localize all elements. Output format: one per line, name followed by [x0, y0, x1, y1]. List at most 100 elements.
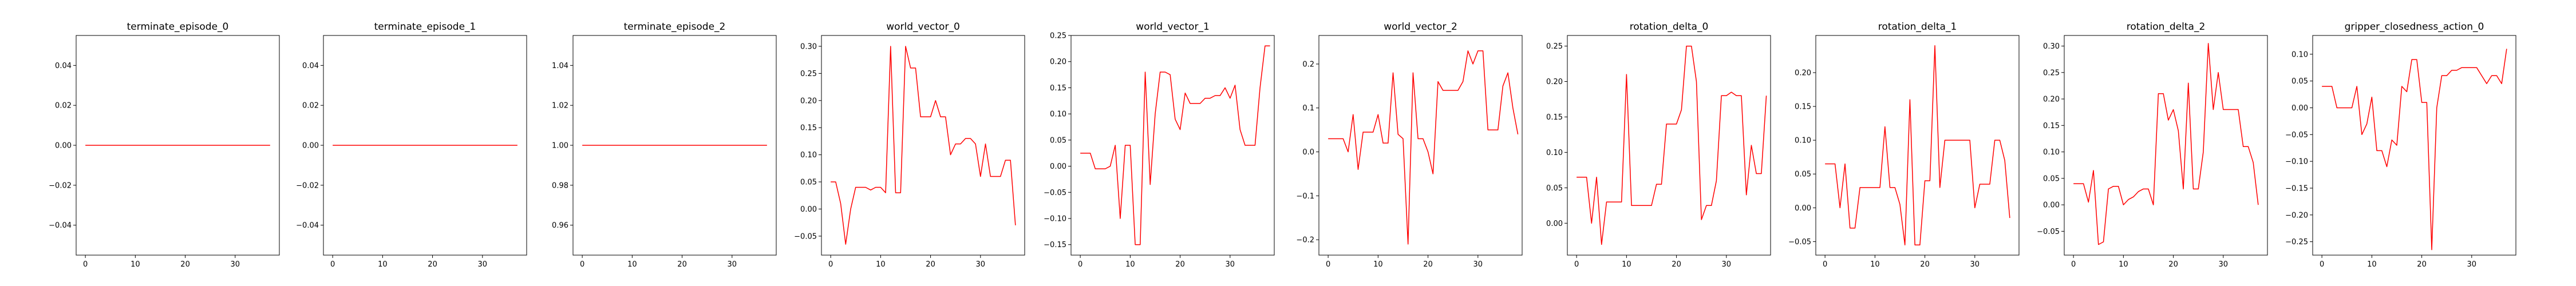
series-line [2322, 49, 2507, 251]
series-line [1328, 50, 1519, 245]
y-tick-label: −0.04 [49, 221, 72, 230]
y-tick-label: 0.00 [302, 142, 319, 150]
y-tick-label: 0.20 [1795, 69, 1811, 77]
y-tick-label: 0.05 [1050, 136, 1066, 145]
x-tick-label: 30 [1226, 260, 1235, 269]
y-tick-label: 0.30 [2043, 42, 2060, 51]
x-tick-label: 0 [1574, 260, 1579, 269]
y-tick-label: 0.10 [800, 151, 817, 160]
plot-title: rotation_delta_1 [1878, 21, 1957, 33]
x-tick-label: 0 [828, 260, 833, 269]
y-tick-label: 1.00 [552, 142, 568, 150]
subplot: rotation_delta_1 0 10 20 30 −0.05 0.00 0.05 0.10… [1788, 21, 2020, 269]
x-tick-label: 20 [1175, 260, 1185, 269]
y-tick-label: 0.1 [1302, 104, 1314, 113]
y-tick-label: 0.04 [55, 62, 72, 70]
plot-title: gripper_closedness_action_0 [2345, 21, 2484, 33]
plot-title: world_vector_0 [886, 21, 960, 33]
subplot: world_vector_1 0 10 20 30 −0.15 −0.10 −0.05 0.00… [1044, 21, 1275, 269]
subplot: gripper_closedness_action_0 0 10 20 30 −0.25 −… [2285, 21, 2516, 269]
subplot: terminate_episode_0 0 10 20 30 −0.04 −0.02 0.00… [49, 21, 280, 269]
plot-title: world_vector_1 [1136, 21, 1210, 33]
y-tick-label: −0.1 [1296, 192, 1314, 201]
x-tick-label: 10 [2367, 260, 2377, 269]
x-tick-label: 20 [677, 260, 687, 269]
y-tick-label: 0.25 [800, 70, 817, 78]
subplot: world_vector_2 0 10 20 30 −0.2 −0.1 0.0 0.1 0.2 [1296, 21, 1523, 269]
x-tick-label: 0 [1326, 260, 1330, 269]
x-tick-label: 10 [627, 260, 637, 269]
y-tick-label: 0.05 [2043, 174, 2060, 183]
y-tick-label: 0.25 [2043, 69, 2060, 77]
y-tick-label: −0.25 [2285, 238, 2308, 247]
y-tick-label: 0.00 [1050, 162, 1066, 171]
x-tick-label: 30 [2219, 260, 2229, 269]
y-tick-label: −0.02 [49, 181, 72, 190]
x-tick-label: 10 [1125, 260, 1135, 269]
x-tick-label: 20 [428, 260, 437, 269]
y-tick-label: 0.10 [1795, 137, 1811, 145]
x-tick-label: 10 [1622, 260, 1631, 269]
subplot: rotation_delta_2 0 10 20 30 −0.05 0.00 0.05 0.10… [2037, 21, 2268, 269]
x-tick-label: 0 [2071, 260, 2076, 269]
y-tick-label: 0.05 [800, 178, 817, 187]
y-tick-label: −0.10 [1044, 215, 1066, 224]
y-tick-label: 0.02 [55, 102, 72, 110]
x-tick-label: 0 [580, 260, 584, 269]
y-tick-label: −0.20 [2285, 211, 2308, 220]
y-tick-label: 0.10 [1546, 149, 1563, 157]
x-tick-label: 30 [728, 260, 737, 269]
x-tick-label: 0 [1078, 260, 1082, 269]
x-tick-label: 30 [976, 260, 986, 269]
x-tick-label: 20 [1672, 260, 1681, 269]
plot-frame [1815, 35, 2020, 256]
x-tick-label: 20 [180, 260, 190, 269]
plot-frame [2064, 35, 2268, 256]
x-tick-label: 0 [2320, 260, 2324, 269]
x-tick-label: 30 [2467, 260, 2477, 269]
y-tick-label: 0.00 [1795, 204, 1811, 213]
plot-frame [821, 35, 1025, 256]
plot-frame [1070, 35, 1275, 256]
subplot: terminate_episode_1 0 10 20 30 −0.04 −0.02 0.00… [296, 21, 527, 269]
y-tick-label: 0.20 [800, 97, 817, 105]
y-tick-label: 0.20 [1546, 78, 1563, 86]
x-tick-label: 0 [83, 260, 88, 269]
y-tick-label: −0.05 [1044, 189, 1066, 197]
y-tick-label: −0.15 [1044, 241, 1066, 249]
y-tick-label: 0.15 [800, 124, 817, 133]
y-tick-label: 0.20 [2043, 96, 2060, 104]
y-tick-label: 0.10 [1050, 110, 1066, 119]
y-tick-label: 0.10 [2291, 50, 2308, 59]
y-tick-label: −0.05 [2037, 228, 2060, 236]
plot-frame [1318, 35, 1523, 256]
y-tick-label: 0.96 [552, 221, 568, 230]
y-tick-label: −0.05 [1788, 238, 1811, 247]
y-tick-label: −0.05 [794, 232, 817, 241]
y-tick-label: 0.04 [302, 62, 319, 70]
x-tick-label: 10 [131, 260, 140, 269]
y-tick-label: 0.00 [55, 142, 72, 150]
subplot: rotation_delta_0 0 10 20 30 0.00 0.05 0.10 0.15 0… [1546, 21, 1771, 269]
series-line [1080, 45, 1270, 245]
y-tick-label: 0.15 [1050, 84, 1066, 93]
y-tick-label: 0.20 [1050, 58, 1066, 66]
plot-title: terminate_episode_1 [374, 21, 476, 33]
x-tick-label: 10 [876, 260, 886, 269]
y-tick-label: 0.0 [1302, 148, 1314, 157]
series-line [1577, 45, 1767, 245]
series-line [831, 46, 1016, 245]
y-tick-label: 0.2 [1302, 60, 1314, 69]
y-tick-label: −0.05 [2285, 131, 2308, 140]
plot-frame [1567, 35, 1771, 256]
x-tick-label: 30 [1970, 260, 1980, 269]
x-tick-label: 20 [1423, 260, 1433, 269]
plot-title: rotation_delta_0 [1630, 21, 1709, 33]
x-tick-label: 0 [1823, 260, 1827, 269]
y-tick-label: 0.05 [2291, 77, 2308, 86]
plot-title: terminate_episode_0 [127, 21, 229, 33]
y-tick-label: 0.15 [1546, 113, 1563, 122]
plot-title: world_vector_2 [1384, 21, 1457, 33]
subplot: terminate_episode_2 0 10 20 30 0.96 0.98 1.00 1.… [552, 21, 777, 269]
